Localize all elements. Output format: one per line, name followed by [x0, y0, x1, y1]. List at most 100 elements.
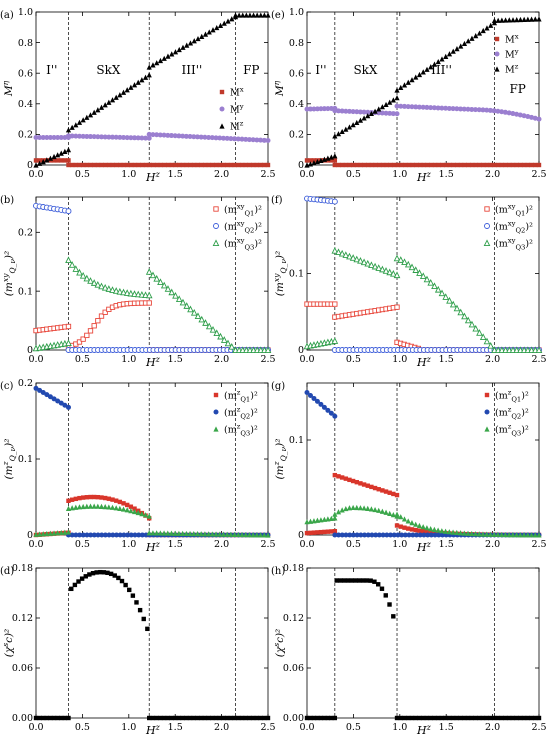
data-point	[37, 158, 42, 163]
data-point	[37, 134, 43, 140]
x-tick-label: 1.5	[168, 169, 183, 180]
y-axis-label: Mη	[1, 80, 15, 97]
data-point	[368, 578, 373, 583]
data-point	[402, 532, 408, 538]
data-point	[128, 135, 134, 141]
data-point	[59, 158, 64, 163]
data-point	[376, 582, 381, 587]
data-point	[428, 715, 433, 721]
data-point	[128, 508, 134, 514]
data-point	[401, 516, 408, 522]
data-point	[394, 523, 400, 528]
data-point	[462, 715, 467, 721]
data-point	[69, 124, 75, 130]
data-point	[262, 715, 267, 721]
data-point	[435, 105, 441, 111]
data-point	[90, 570, 96, 576]
y-tick-label: 0	[298, 345, 304, 356]
y-tick-label: 0.12	[283, 613, 304, 624]
data-point	[150, 62, 156, 68]
data-point	[98, 503, 105, 509]
data-point	[458, 162, 464, 168]
data-point	[423, 275, 431, 283]
data-point	[44, 157, 50, 163]
legend-entry-label: Mx	[230, 86, 244, 99]
data-point	[146, 131, 152, 137]
data-point	[264, 346, 272, 354]
data-point	[91, 532, 97, 538]
legend-entry-label: (mxyQ3)²	[224, 237, 262, 252]
legend-marker	[213, 426, 219, 432]
data-point	[518, 162, 523, 168]
data-point	[95, 162, 101, 168]
y-axis-label-group: Mη	[272, 80, 286, 97]
x-axis-label: Hz	[416, 723, 432, 737]
y-tick-label: 0	[298, 160, 304, 171]
data-point	[102, 134, 108, 140]
data-point	[202, 31, 209, 37]
data-point	[113, 94, 119, 100]
data-point	[318, 529, 324, 535]
data-point	[112, 573, 117, 578]
panel-d: 0.0 0.5 1.0 1.5 2.0 2.5 0.00 0.06 0.12 0.18(d) Hz (…	[0, 563, 276, 737]
data-point	[477, 715, 482, 721]
data-point	[439, 715, 445, 721]
data-point	[166, 162, 171, 168]
data-point	[429, 162, 434, 168]
legend: (mzQ1)² (mzQ2)² (mzQ3)²	[484, 389, 529, 438]
data-point	[372, 506, 378, 513]
x-tick-label: 0.5	[346, 354, 361, 365]
data-point	[58, 150, 64, 156]
data-point	[176, 715, 182, 721]
data-point	[421, 532, 427, 538]
data-point	[91, 494, 97, 500]
data-point	[84, 114, 90, 120]
data-point	[124, 502, 130, 508]
data-point	[72, 265, 80, 272]
data-point	[47, 134, 53, 140]
data-point	[318, 715, 324, 721]
data-point	[394, 95, 400, 101]
data-point	[55, 530, 61, 536]
data-point	[95, 318, 101, 324]
data-point	[143, 135, 149, 141]
data-point	[398, 103, 404, 109]
data-point	[188, 162, 193, 168]
data-point	[168, 530, 175, 536]
data-point	[51, 158, 57, 163]
data-point	[495, 17, 501, 23]
data-point	[358, 532, 364, 538]
data-point	[405, 104, 411, 110]
data-point	[117, 505, 123, 512]
data-point	[506, 110, 512, 116]
data-point	[109, 97, 116, 103]
data-point	[84, 162, 90, 168]
data-point	[130, 593, 136, 598]
data-point	[468, 320, 476, 328]
data-point	[235, 531, 241, 538]
legend-marker	[219, 89, 225, 95]
data-point	[369, 532, 375, 538]
legend-entry-label: (mzQ1)²	[224, 389, 258, 404]
data-point	[342, 251, 350, 258]
data-point	[175, 295, 183, 303]
data-point	[99, 495, 104, 500]
data-point	[328, 410, 334, 416]
data-point	[77, 495, 82, 501]
data-point	[258, 715, 263, 721]
series-b-3	[32, 256, 272, 354]
data-point	[484, 162, 490, 168]
y-axis-label-group: (mxyQ_ν)²	[272, 251, 288, 296]
data-point	[332, 133, 338, 139]
data-point	[110, 532, 116, 538]
data-point	[87, 277, 94, 284]
data-point	[351, 162, 356, 168]
data-point	[394, 492, 400, 498]
data-point	[228, 136, 234, 142]
data-point	[172, 291, 179, 299]
data-point	[106, 504, 112, 510]
data-point	[131, 82, 138, 88]
data-point	[473, 33, 479, 39]
data-point	[132, 532, 138, 538]
data-point	[484, 715, 489, 721]
